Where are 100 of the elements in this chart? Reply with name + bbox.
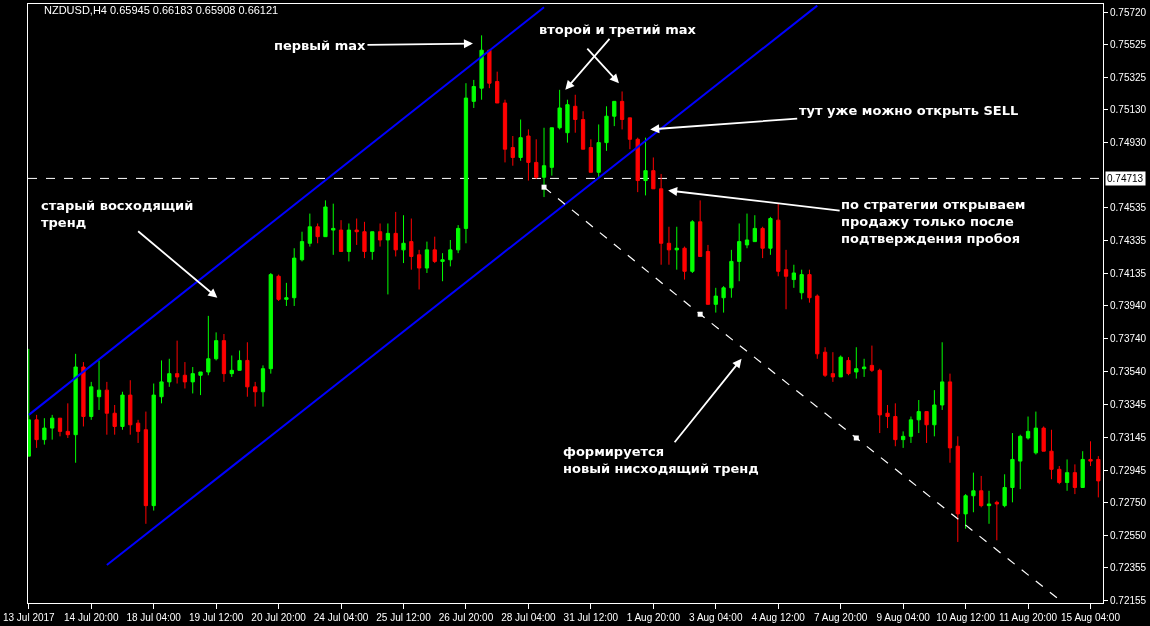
point bbox=[697, 311, 703, 317]
candlestick bbox=[143, 411, 149, 525]
annotation: тут уже можно открыть SELL bbox=[799, 103, 1019, 118]
candlestick bbox=[854, 346, 859, 380]
candlestick bbox=[409, 218, 414, 271]
candlestick bbox=[120, 391, 125, 431]
candlestick bbox=[370, 231, 375, 261]
candlestick bbox=[596, 123, 601, 180]
candlestick bbox=[151, 383, 156, 512]
candlestick bbox=[580, 110, 586, 150]
x-tick-label: 4 Aug 12:00 bbox=[751, 612, 806, 623]
candlestick bbox=[658, 173, 664, 266]
annotation: второй и третий max bbox=[539, 22, 697, 37]
x-tick-label: 20 Jul 20:00 bbox=[251, 612, 307, 623]
candlestick bbox=[604, 105, 609, 152]
y-tick-label: 0.73740 bbox=[1110, 333, 1147, 345]
annotation: по стратегии открываем продажу только после подтверждения пробоя bbox=[841, 197, 1026, 246]
candlestick bbox=[456, 224, 461, 254]
ref-line-label: 0.74713 bbox=[1107, 173, 1144, 184]
candlestick bbox=[299, 231, 305, 262]
candlestick bbox=[979, 475, 984, 508]
y-tick-label: 0.73940 bbox=[1110, 300, 1147, 312]
candlestick bbox=[34, 414, 39, 449]
x-tick-label: 10 Aug 12:00 bbox=[936, 612, 996, 623]
candlestick bbox=[89, 381, 94, 421]
candlestick bbox=[416, 249, 422, 290]
x-tick-label: 1 Aug 20:00 bbox=[626, 612, 681, 623]
candlestick bbox=[463, 82, 469, 244]
candlestick bbox=[830, 351, 836, 383]
candlestick bbox=[1057, 465, 1062, 485]
candlestick bbox=[619, 90, 625, 130]
x-tick-label: 25 Jul 12:00 bbox=[376, 612, 432, 623]
x-tick-label: 9 Aug 04:00 bbox=[876, 612, 931, 623]
candlestick bbox=[643, 137, 648, 196]
candlestick bbox=[1041, 425, 1046, 452]
candlestick bbox=[518, 119, 523, 162]
candlestick bbox=[666, 226, 672, 266]
candlestick bbox=[557, 89, 562, 130]
x-tick-label: 3 Aug 04:00 bbox=[689, 612, 743, 623]
candlestick bbox=[877, 368, 882, 434]
candlestick bbox=[432, 236, 437, 264]
candlestick bbox=[338, 219, 344, 253]
candlestick bbox=[565, 99, 570, 144]
candlestick bbox=[744, 213, 750, 249]
candlestick bbox=[627, 117, 633, 150]
candlestick bbox=[65, 402, 70, 439]
candlestick bbox=[986, 490, 992, 525]
candlestick bbox=[253, 381, 258, 408]
candlestick bbox=[448, 239, 453, 267]
candlestick bbox=[245, 341, 250, 398]
candlestick bbox=[237, 350, 242, 371]
candlestick bbox=[112, 404, 117, 436]
candlestick bbox=[674, 226, 679, 271]
candlestick bbox=[916, 399, 921, 434]
x-tick-label: 24 Jul 04:00 bbox=[313, 612, 369, 623]
candlestick bbox=[822, 346, 828, 378]
candlestick bbox=[752, 214, 757, 243]
candlestick bbox=[1072, 463, 1078, 495]
candlestick bbox=[588, 138, 594, 173]
candlestick bbox=[651, 156, 656, 190]
candlestick bbox=[1010, 432, 1015, 503]
y-tick-label: 0.72550 bbox=[1110, 529, 1147, 541]
annotation: первый max bbox=[274, 38, 367, 53]
y-tick-label: 0.75525 bbox=[1110, 38, 1147, 50]
candlestick bbox=[28, 348, 31, 457]
candlestick bbox=[128, 379, 133, 436]
x-tick-label: 31 Jul 12:00 bbox=[563, 612, 619, 623]
candlestick bbox=[760, 226, 765, 259]
candlestick bbox=[393, 211, 398, 257]
candlestick bbox=[229, 354, 234, 378]
candlestick bbox=[1049, 429, 1054, 480]
candlestick bbox=[807, 269, 812, 304]
candlestick bbox=[377, 222, 383, 248]
y-tick-label: 0.72155 bbox=[1110, 595, 1147, 607]
x-tick-label: 13 Jul 2017 bbox=[2, 612, 56, 623]
candlestick bbox=[221, 333, 227, 383]
candlestick bbox=[705, 244, 711, 305]
candlestick bbox=[1064, 458, 1070, 492]
candlestick bbox=[1033, 411, 1038, 455]
candlestick bbox=[135, 419, 141, 444]
y-tick-label: 0.74535 bbox=[1110, 202, 1147, 214]
candlestick bbox=[768, 216, 773, 256]
candlestick bbox=[534, 138, 539, 180]
candlestick bbox=[612, 100, 617, 127]
candlestick bbox=[385, 222, 391, 295]
candlestick bbox=[362, 221, 367, 259]
candlestick bbox=[346, 222, 351, 262]
candlestick bbox=[260, 364, 266, 408]
candlestick bbox=[214, 331, 219, 361]
candlestick bbox=[331, 203, 336, 256]
candlestick bbox=[424, 241, 430, 274]
candlestick bbox=[1096, 455, 1101, 498]
candlestick bbox=[713, 287, 718, 314]
candlestick bbox=[838, 354, 843, 378]
candlestick bbox=[698, 199, 703, 257]
chart-title: NZDUSD,H4 0.65945 0.66183 0.65908 0.66121 bbox=[44, 3, 279, 16]
candlestick bbox=[799, 269, 804, 300]
y-tick-label: 0.75325 bbox=[1110, 71, 1147, 83]
candlestick bbox=[292, 247, 297, 307]
candlestick bbox=[104, 381, 109, 436]
